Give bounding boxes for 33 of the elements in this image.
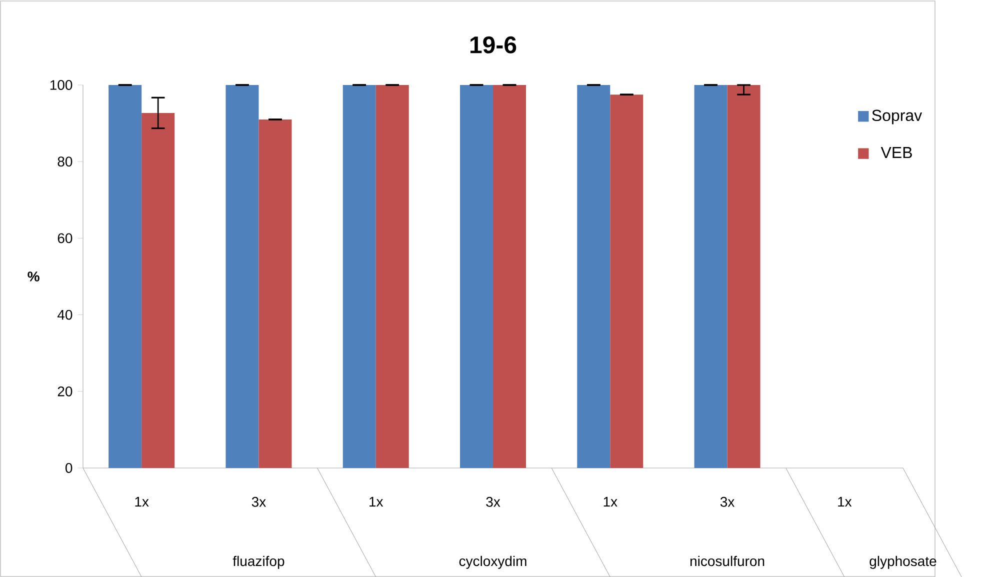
- bar: [577, 84, 610, 468]
- bar: [493, 84, 526, 468]
- y-tick-label: 60: [58, 233, 72, 244]
- x-tick-label: 3x: [486, 496, 500, 507]
- legend-label: Soprav: [872, 110, 922, 124]
- text: nicosulfuron: [690, 556, 764, 566]
- y-axis-title: %: [28, 271, 40, 282]
- bar: [226, 84, 259, 468]
- bar: [460, 84, 493, 468]
- x-tick-label: 3x: [720, 496, 735, 507]
- text: cycloxydim: [459, 556, 526, 569]
- bar: [727, 84, 760, 468]
- bar: [342, 84, 376, 468]
- legend-label: VEB: [880, 146, 912, 158]
- x-tick-label: 1x: [135, 496, 149, 506]
- bar: [258, 119, 292, 468]
- bar: [376, 84, 409, 468]
- y-tick-label: 80: [58, 156, 72, 166]
- chart-title: 19-6: [470, 36, 516, 54]
- text: glyphosate: [870, 556, 936, 569]
- x-tick-label: 1x: [838, 496, 852, 506]
- x-tick-label: 1x: [604, 496, 618, 506]
- x-tick-label: 1x: [370, 496, 384, 506]
- bar: [142, 112, 175, 468]
- bar: [108, 84, 142, 468]
- x-tick-label: 3x: [252, 496, 266, 507]
- y-tick-label: 20: [58, 386, 72, 396]
- y-tick-label: 40: [57, 310, 72, 320]
- bar: [694, 84, 728, 468]
- text: fluazifop: [232, 556, 284, 569]
- y-tick-label: 100: [50, 80, 72, 90]
- y-tick-label: 0: [66, 462, 72, 473]
- bar: [610, 94, 644, 468]
